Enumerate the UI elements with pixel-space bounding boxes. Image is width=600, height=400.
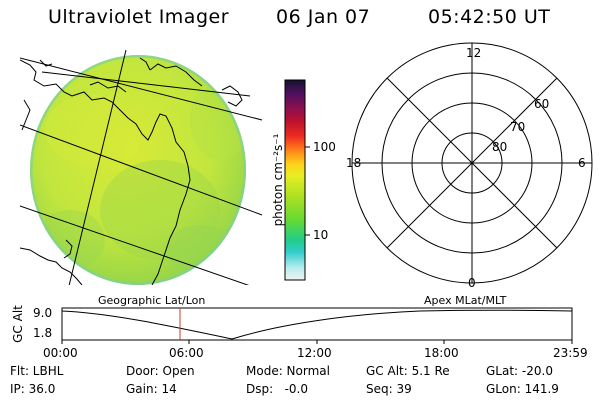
timeline-xtick-2359: 23:59 [553, 346, 588, 360]
door-readout: Door: Open [126, 364, 195, 378]
apex-caption: Apex MLat/MLT [424, 294, 507, 307]
colorbar-label-100: 100 [313, 140, 336, 154]
altitude-timeline [61, 307, 573, 344]
apex-polar-plot [351, 42, 593, 284]
timeline-frame [61, 307, 573, 341]
timeline-ytick-9: 9.0 [33, 306, 53, 320]
lat-lon-grid [20, 50, 263, 285]
seq-readout: Seq: 39 [366, 382, 412, 396]
timeline-xtick-1800: 18:00 [424, 346, 459, 360]
colorbar-label-10: 10 [313, 228, 329, 242]
colorbar-gradient [284, 79, 306, 281]
time-label: 05:42:50 UT [428, 6, 551, 28]
mlt-label-6: 6 [578, 156, 586, 170]
dsp-readout: Dsp: -0.0 [246, 382, 309, 396]
timeline-xtick-0000: 00:00 [43, 346, 78, 360]
timeline-ytick-1-8: 1.8 [33, 326, 53, 340]
mlat-label-70: 70 [510, 120, 526, 134]
glon-readout: GLon: 141.9 [486, 382, 559, 396]
mlat-label-80: 80 [492, 140, 508, 154]
date-label: 06 Jan 07 [276, 6, 371, 28]
colorbar [284, 79, 310, 281]
mlat-label-60: 60 [534, 97, 550, 111]
altitude-curve [61, 309, 573, 340]
mlt-label-12: 12 [466, 46, 482, 60]
coastlines [20, 57, 243, 285]
geographic-caption: Geographic Lat/Lon [98, 294, 206, 307]
mlt-label-0: 0 [468, 276, 476, 290]
mlt-label-18: 18 [346, 156, 362, 170]
uv-image-panel [20, 50, 263, 285]
instrument-title: Ultraviolet Imager [48, 6, 230, 28]
timeline-ticks [61, 340, 573, 344]
ip-readout: IP: 36.0 [10, 382, 56, 396]
colorbar-units: photon cm⁻²s⁻¹ [271, 133, 285, 227]
mode-readout: Mode: Normal [246, 364, 330, 378]
timeline-ylabel: GC Alt [11, 305, 25, 343]
timeline-xtick-1200: 12:00 [297, 346, 332, 360]
gain-readout: Gain: 14 [126, 382, 177, 396]
timeline-xtick-0600: 06:00 [169, 346, 204, 360]
gc-alt-readout: GC Alt: 5.1 Re [366, 364, 450, 378]
polar-diagonal-2 [386, 77, 558, 249]
glat-readout: GLat: -20.0 [486, 364, 553, 378]
filter-readout: Flt: LBHL [10, 364, 64, 378]
